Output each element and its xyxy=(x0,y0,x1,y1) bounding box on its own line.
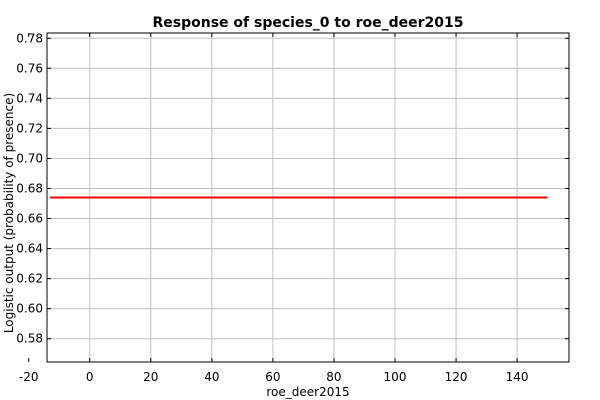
x-tick-label: -20 xyxy=(19,370,39,384)
chart-title: Response of species_0 to roe_deer2015 xyxy=(153,15,464,31)
y-tick-label: 0.74 xyxy=(16,91,43,105)
x-tick-label: 140 xyxy=(506,370,529,384)
x-tick-label: 60 xyxy=(265,370,280,384)
y-tick-label: 0.78 xyxy=(16,31,43,45)
y-tick-label: 0.60 xyxy=(16,302,43,316)
plot-frame xyxy=(46,32,570,363)
x-tick-label: 20 xyxy=(143,370,158,384)
y-tick-label: 0.64 xyxy=(16,242,43,256)
y-tick-label: 0.70 xyxy=(16,151,43,165)
y-tick-label: 0.76 xyxy=(16,61,43,75)
y-tick-label: 0.66 xyxy=(16,212,43,226)
x-tick-label: 0 xyxy=(86,370,94,384)
x-tick-label: 100 xyxy=(384,370,407,384)
x-tick-label: 120 xyxy=(445,370,468,384)
y-tick-label: 0.72 xyxy=(16,121,43,135)
y-tick-label: 0.58 xyxy=(16,332,43,346)
x-tick-labels: -20 0 20 40 60 80 100 120 140 xyxy=(19,370,529,384)
y-tick-label: 0.62 xyxy=(16,272,43,286)
y-axis-label: Logistic output (probability of presence… xyxy=(2,93,16,333)
y-tick-label: 0.68 xyxy=(16,181,43,195)
grid xyxy=(47,33,569,362)
x-tick-label: 80 xyxy=(326,370,341,384)
x-axis-label: roe_deer2015 xyxy=(266,385,349,399)
x-tick-label: 40 xyxy=(204,370,219,384)
ticks xyxy=(28,33,569,362)
y-tick-labels: 0.58 0.60 0.62 0.64 0.66 0.68 0.70 0.72 0.74 0.76… xyxy=(16,31,43,345)
